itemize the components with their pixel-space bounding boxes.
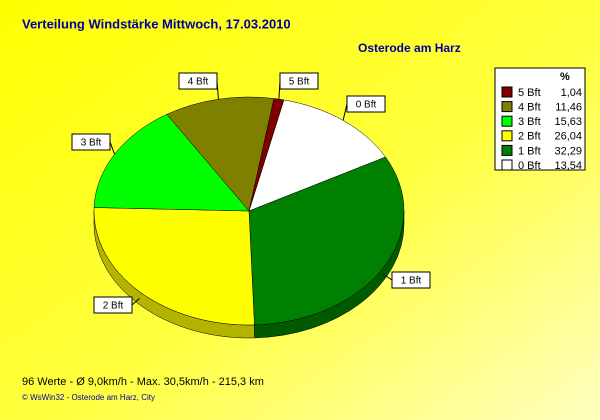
legend-value: 13,54 xyxy=(554,160,582,172)
legend-swatch xyxy=(501,101,513,113)
footer: 96 Werte - Ø 9,0km/h - Max. 30,5km/h - 2… xyxy=(22,376,264,388)
legend-label: 1 Bft xyxy=(518,145,541,157)
legend-swatch xyxy=(501,159,513,171)
leader-line xyxy=(131,297,140,306)
slice-label: 0 Bft xyxy=(356,100,377,111)
leader-line xyxy=(342,103,348,121)
legend-swatch xyxy=(501,130,513,142)
legend-label: 5 Bft xyxy=(518,87,541,99)
slice xyxy=(93,207,255,326)
slice xyxy=(248,156,405,326)
label-box xyxy=(391,271,431,289)
legend-swatch xyxy=(501,144,513,156)
label-box xyxy=(93,296,133,314)
legend-value: 32,29 xyxy=(554,145,582,157)
slice-label: 5 Bft xyxy=(289,77,310,88)
credit: © WsWin32 - Osterode am Harz, City xyxy=(22,393,155,402)
label-box xyxy=(178,72,218,90)
legend-value: 1,04 xyxy=(561,87,582,99)
slice xyxy=(166,96,275,212)
legend-label: 3 Bft xyxy=(518,116,541,128)
legend-value: 11,46 xyxy=(555,102,582,114)
leader-line xyxy=(109,141,116,155)
label-box xyxy=(71,133,111,151)
legend-label: 0 Bft xyxy=(518,160,541,172)
leader-line xyxy=(383,273,393,281)
slice-label: 4 Bft xyxy=(188,77,209,88)
slice-label: 2 Bft xyxy=(103,301,124,312)
slice-label: 1 Bft xyxy=(401,276,422,287)
chart-subtitle: Osterode am Harz xyxy=(358,41,461,55)
slice-label: 3 Bft xyxy=(81,138,102,149)
legend-title: % xyxy=(560,71,570,83)
slice xyxy=(93,114,250,212)
legend-swatch xyxy=(501,86,513,98)
label-box xyxy=(279,72,319,90)
chart-title: Verteilung Windstärke Mittwoch, 17.03.20… xyxy=(22,16,291,31)
legend-value: 15,63 xyxy=(554,116,582,128)
legend-label: 4 Bft xyxy=(518,102,541,114)
slice xyxy=(248,99,386,212)
label-box xyxy=(346,95,386,113)
legend-value: 26,04 xyxy=(554,131,582,143)
legend-label: 2 Bft xyxy=(518,131,541,143)
legend-swatch xyxy=(501,115,513,127)
